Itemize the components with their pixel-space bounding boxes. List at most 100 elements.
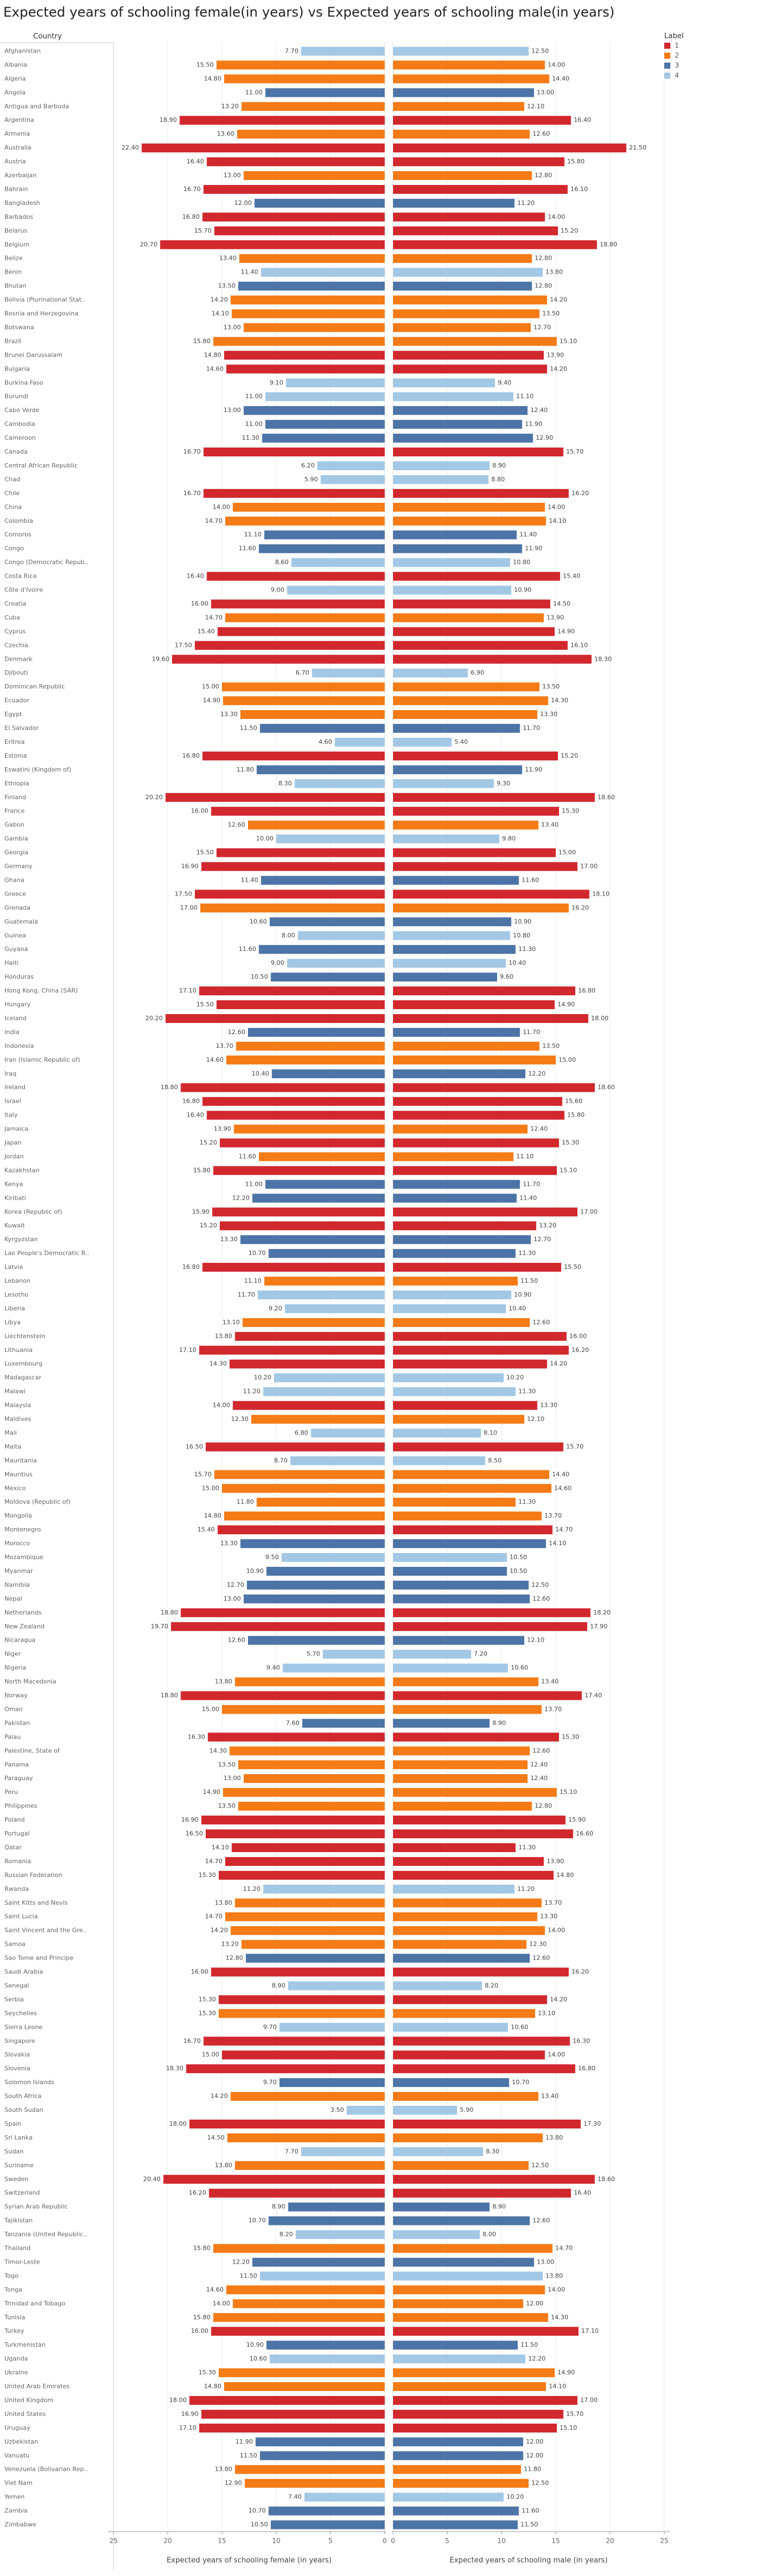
male-bar <box>393 1415 525 1424</box>
male-value-label: 15.30 <box>562 808 580 815</box>
country-label: China <box>4 503 22 511</box>
legend-label: 4 <box>675 71 679 79</box>
male-bar <box>393 1746 530 1756</box>
male-bar <box>393 1580 529 1590</box>
male-value-label: 14.20 <box>550 365 567 372</box>
male-bar <box>393 281 532 291</box>
male-bar <box>393 1083 595 1092</box>
male-value-label: 16.30 <box>572 2037 590 2044</box>
male-value-label: 15.50 <box>564 1263 582 1271</box>
female-bar <box>288 2202 385 2212</box>
legend-item-4[interactable]: 4 <box>664 70 684 80</box>
male-bar <box>393 2341 518 2350</box>
female-value-label: 11.00 <box>245 1180 263 1187</box>
female-bar <box>302 1719 385 1728</box>
country-label: Cabo Verde <box>4 407 39 414</box>
country-label: Romania <box>4 1858 31 1865</box>
male-bar <box>393 1566 507 1576</box>
legend-item-3[interactable]: 3 <box>664 60 684 70</box>
male-value-label: 8.90 <box>492 1719 506 1726</box>
country-label: Tajikistan <box>4 2217 33 2224</box>
male-bar <box>393 669 468 678</box>
country-label: Bolivia (Plurinational Stat.. <box>4 296 85 304</box>
female-value-label: 14.30 <box>209 1360 227 1367</box>
female-value-label: 14.60 <box>206 2286 224 2293</box>
male-value-label: 12.60 <box>532 1747 550 1754</box>
country-label: Tonga <box>4 2286 22 2293</box>
country-label: Jordan <box>4 1153 24 1160</box>
female-value-label: 9.10 <box>270 379 283 386</box>
female-bar <box>226 364 385 374</box>
female-bar <box>180 1083 385 1092</box>
female-value-label: 9.00 <box>271 959 285 966</box>
male-bar <box>393 2382 546 2392</box>
female-value-label: 9.70 <box>263 2023 277 2030</box>
country-label: Malta <box>4 1443 21 1450</box>
male-value-label: 12.80 <box>535 282 552 290</box>
male-bar <box>393 682 540 692</box>
male-value-label: 10.60 <box>511 2023 529 2030</box>
female-value-label: 13.80 <box>215 1678 232 1685</box>
male-value-label: 12.50 <box>531 1581 549 1588</box>
male-value-label: 14.10 <box>549 2383 566 2390</box>
female-value-label: 9.50 <box>265 1554 279 1561</box>
female-value-label: 11.60 <box>239 1153 256 1160</box>
male-value-label: 14.70 <box>555 2245 573 2252</box>
male-bar <box>393 820 539 830</box>
female-bar <box>247 1580 385 1590</box>
male-bar <box>393 1290 511 1299</box>
legend-swatch <box>664 52 670 59</box>
female-value-label: 11.10 <box>244 531 262 538</box>
country-label: Mozambique <box>4 1554 43 1561</box>
female-bar <box>271 973 385 982</box>
male-bar <box>393 130 530 139</box>
right-tick-label: 20 <box>606 2537 614 2545</box>
female-bar <box>251 1415 385 1424</box>
legend-swatch <box>664 62 670 69</box>
female-value-label: 15.80 <box>193 337 211 345</box>
male-value-label: 12.60 <box>532 130 550 137</box>
country-label: Bahrain <box>4 186 28 193</box>
female-value-label: 15.40 <box>198 1526 215 1533</box>
female-bar <box>235 1331 385 1341</box>
male-bar <box>393 516 546 526</box>
female-bar <box>229 1359 385 1369</box>
female-bar <box>224 2382 385 2392</box>
country-label: Kiribati <box>4 1194 26 1201</box>
right-tick-label: 5 <box>445 2537 449 2545</box>
male-value-label: 8.50 <box>488 1457 502 1464</box>
country-label: Dominican Republic <box>4 683 65 690</box>
male-value-label: 11.90 <box>525 545 542 552</box>
female-value-label: 15.50 <box>197 1001 214 1008</box>
male-bar <box>393 945 516 954</box>
male-bar <box>393 1124 528 1134</box>
male-value-label: 10.20 <box>506 1374 524 1381</box>
female-bar <box>276 834 385 844</box>
male-value-label: 13.90 <box>546 1858 564 1865</box>
male-value-label: 13.00 <box>537 89 555 96</box>
female-value-label: 15.00 <box>202 2051 220 2058</box>
country-label: Chile <box>4 490 20 497</box>
female-bar <box>270 2354 385 2364</box>
female-bar <box>179 116 385 125</box>
country-label: United States <box>4 2410 46 2418</box>
country-label: Namibia <box>4 1581 30 1588</box>
male-bar <box>393 2202 490 2212</box>
male-value-label: 13.80 <box>545 2134 563 2141</box>
left-tick-label: 5 <box>328 2537 333 2545</box>
female-value-label: 16.40 <box>187 573 204 580</box>
male-value-label: 15.10 <box>560 1166 577 1174</box>
male-value-label: 15.70 <box>566 2410 584 2418</box>
male-bar <box>393 2354 526 2364</box>
country-label: Uzbekistan <box>4 2438 38 2445</box>
male-value-label: 14.70 <box>555 1526 573 1533</box>
legend-item-2[interactable]: 2 <box>664 50 684 60</box>
female-bar <box>230 295 385 305</box>
male-value-label: 11.70 <box>523 1029 540 1036</box>
legend-item-1[interactable]: 1 <box>664 40 684 50</box>
male-value-label: 17.00 <box>580 2397 598 2404</box>
male-value-label: 17.10 <box>581 2327 599 2335</box>
male-bar <box>393 2216 530 2225</box>
male-bar <box>393 1221 536 1231</box>
female-bar <box>237 130 385 139</box>
